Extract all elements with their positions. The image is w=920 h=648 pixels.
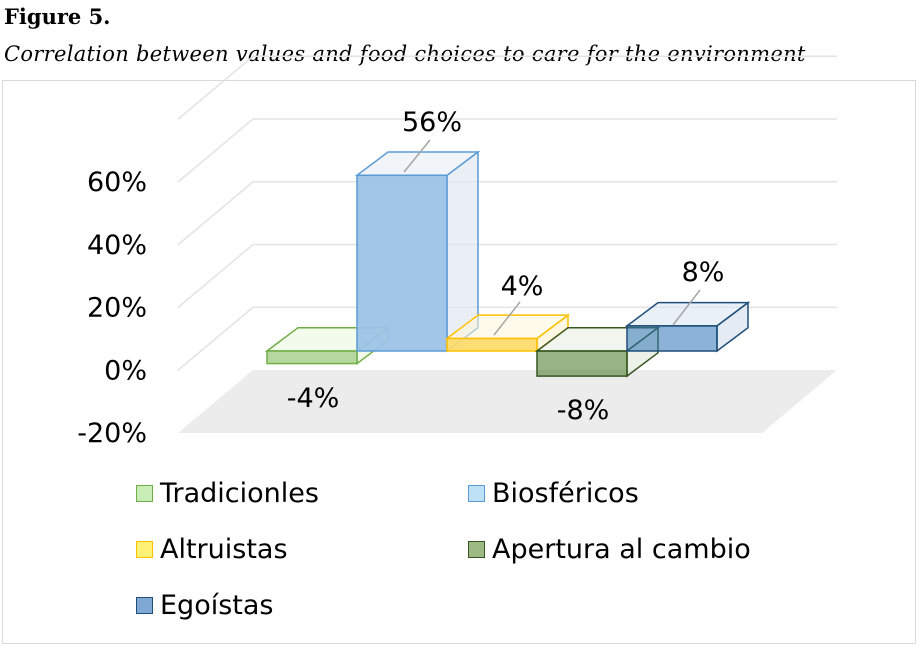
data-label-leader: [493, 301, 521, 336]
chart-frame: [2, 80, 916, 644]
chart-legend: Tradicionles Biosféricos Altruistas Apertur…: [136, 478, 896, 638]
bar-front-face: [446, 337, 538, 352]
data-label: -4%: [287, 383, 340, 414]
legend-swatch: [136, 541, 153, 558]
data-label-leader: [403, 139, 431, 173]
bar-front-face: [356, 174, 448, 352]
legend-swatch: [468, 485, 485, 502]
gridline: [177, 243, 837, 309]
legend-label: Biosféricos: [492, 478, 639, 509]
figure-label: Figure 5.: [4, 4, 111, 29]
legend-swatch: [136, 597, 153, 614]
data-label: 56%: [402, 107, 462, 138]
y-tick-label: -20%: [77, 418, 147, 449]
gridline: [177, 118, 837, 183]
legend-item: Tradicionles: [136, 478, 319, 509]
legend-label: Tradicionles: [160, 478, 319, 509]
bar: [444, 313, 571, 353]
bar-front-face: [266, 350, 358, 365]
y-tick-label: 60%: [87, 167, 147, 198]
gridline: [177, 55, 837, 120]
y-tick-label: 0%: [104, 355, 147, 386]
gridlines: [177, 55, 837, 371]
data-label-leader: [672, 289, 701, 326]
bar-front-face: [626, 325, 718, 352]
chart-floor: [178, 370, 837, 433]
y-tick-label: 20%: [87, 293, 147, 324]
legend-swatch: [468, 541, 485, 558]
bar: [354, 150, 481, 353]
legend-item: Apertura al cambio: [468, 534, 751, 565]
gridline: [177, 181, 837, 246]
legend-item: Altruistas: [136, 534, 288, 565]
legend-item: Egoístas: [136, 590, 273, 621]
bars: [264, 150, 751, 378]
legend-label: Egoístas: [160, 590, 274, 621]
bar: [624, 301, 751, 353]
figure-caption: Correlation between values and food choi…: [4, 42, 806, 66]
y-tick-label: 40%: [87, 230, 147, 261]
data-label: 4%: [501, 271, 544, 302]
bar-front-face: [536, 350, 628, 377]
data-label: 8%: [682, 257, 725, 288]
legend-swatch: [136, 485, 153, 502]
legend-label: Altruistas: [160, 534, 288, 565]
legend-label: Apertura al cambio: [492, 534, 751, 565]
gridline: [177, 306, 837, 371]
data-label: -8%: [557, 395, 610, 426]
legend-item: Biosféricos: [468, 478, 639, 509]
